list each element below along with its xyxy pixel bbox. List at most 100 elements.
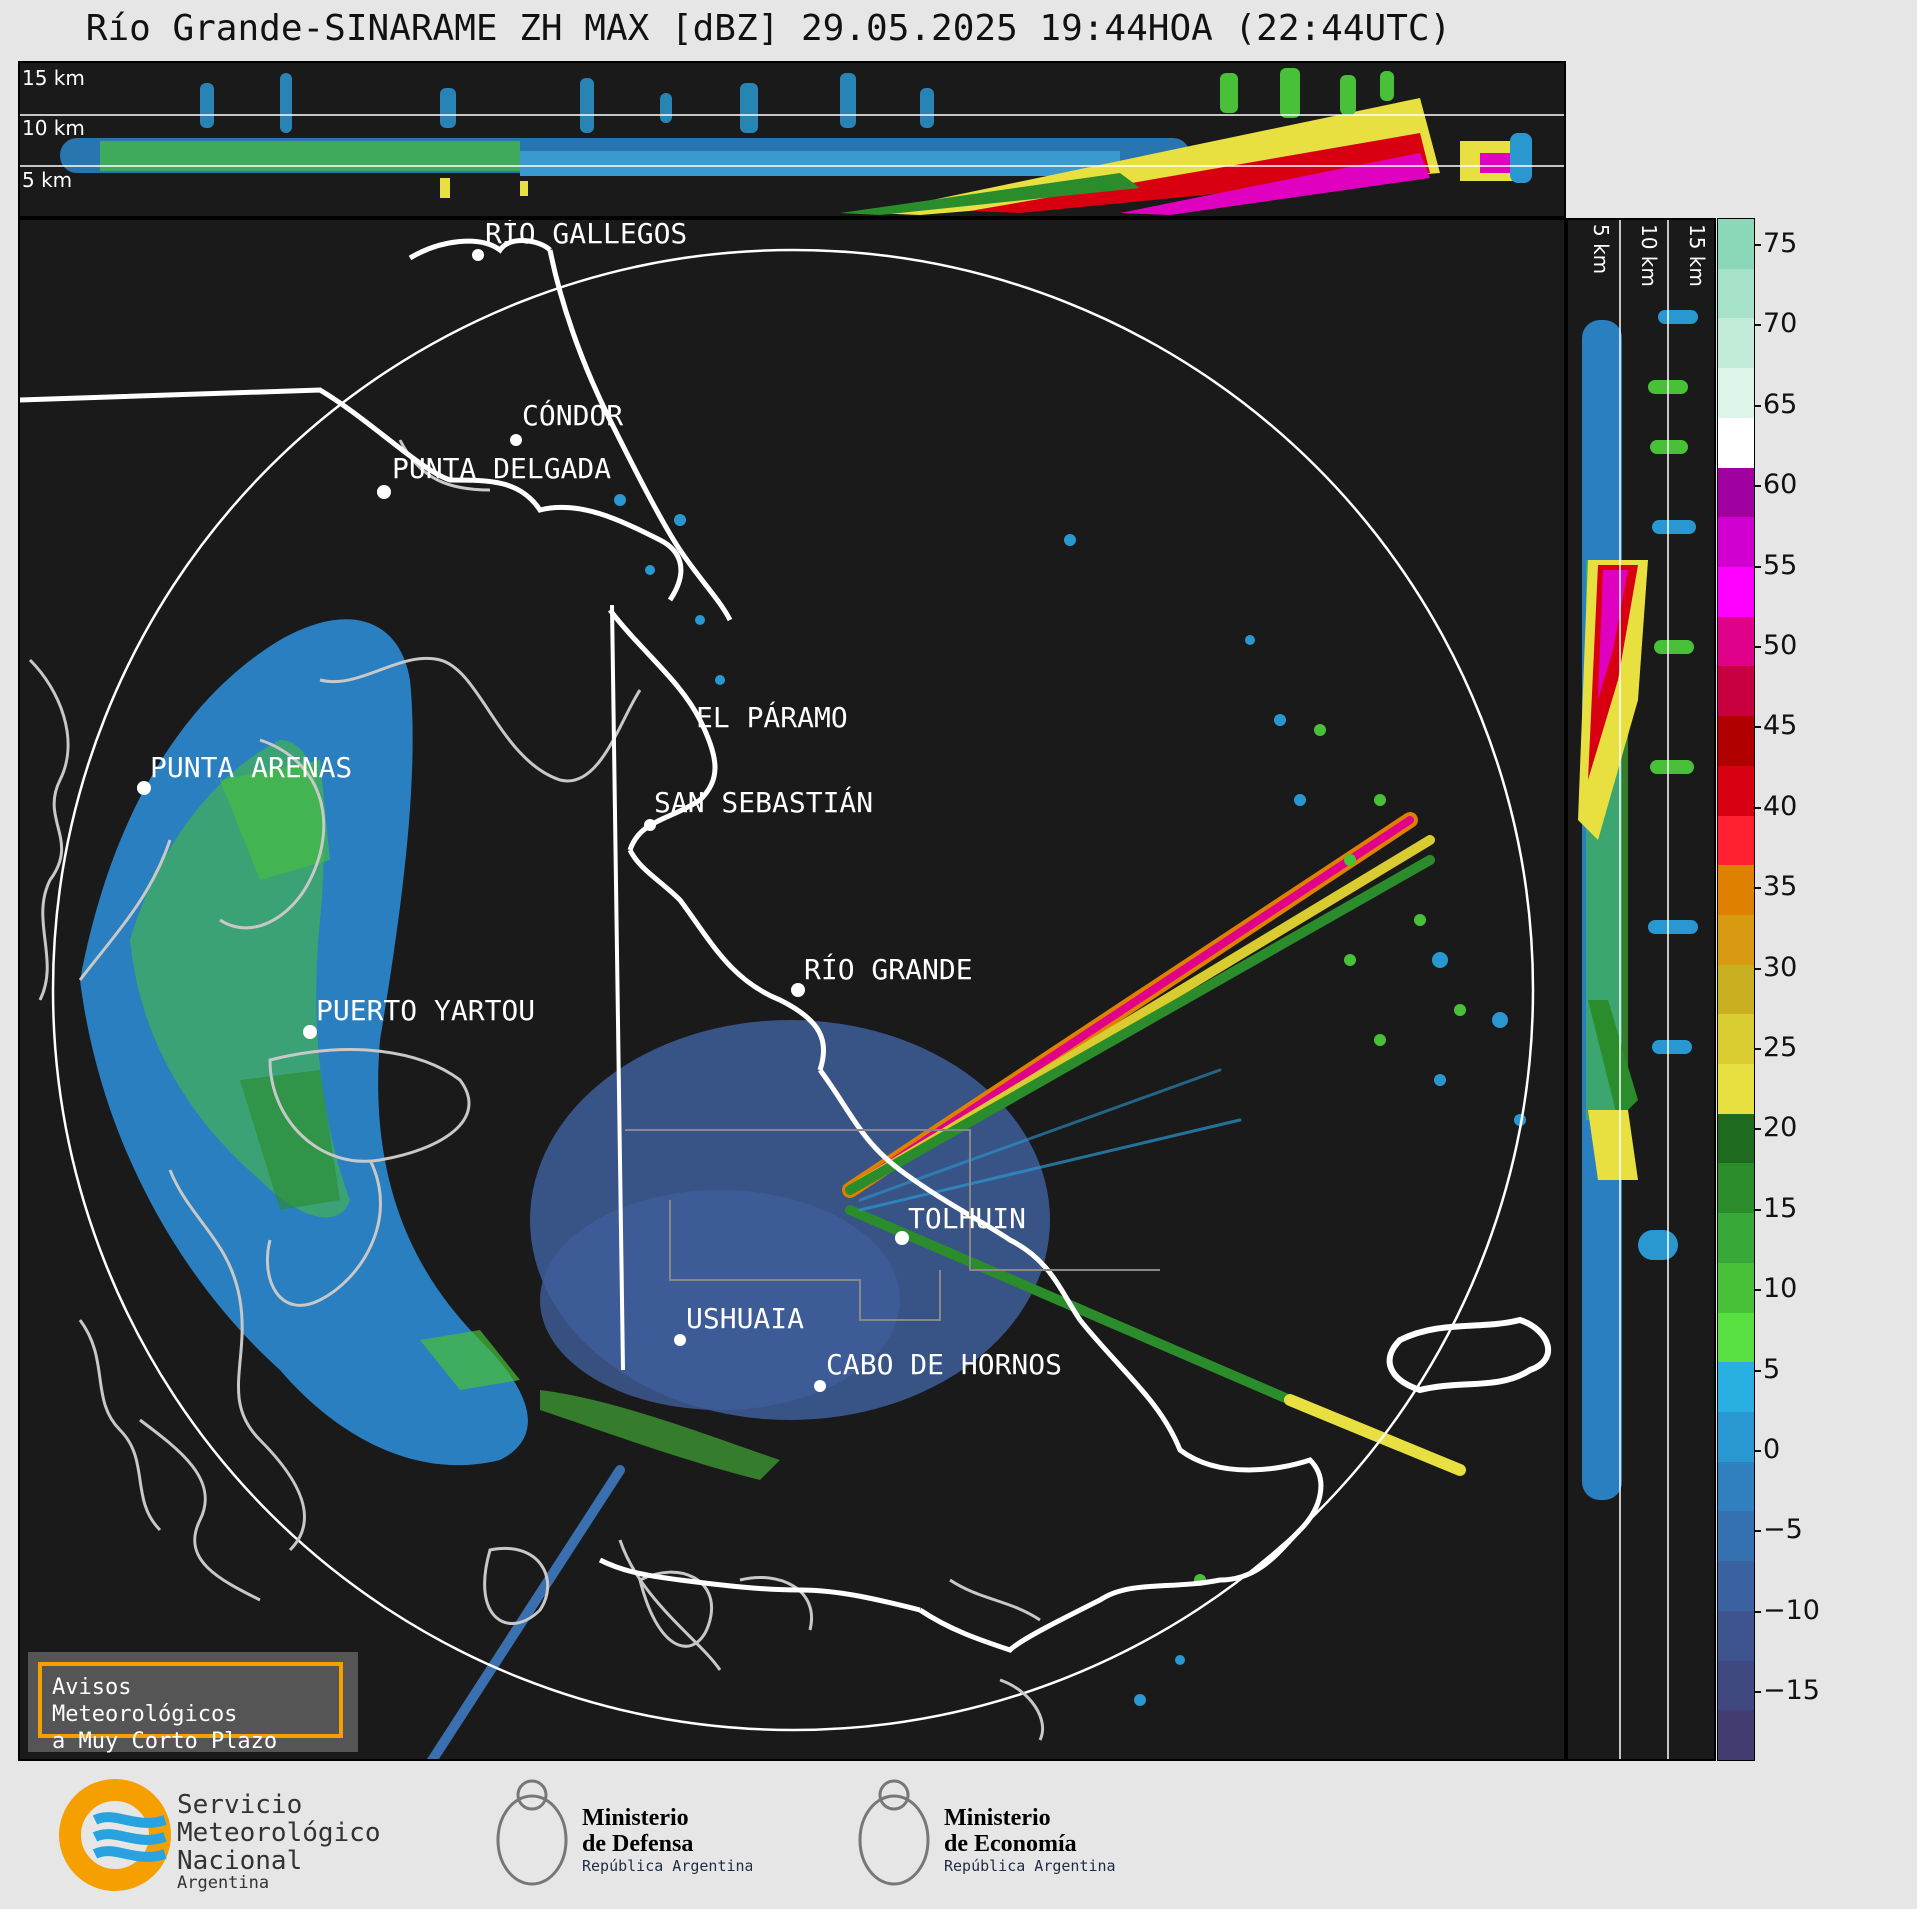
defensa-line-1: Ministerio [582,1805,689,1831]
colorbar-segment [1718,1113,1754,1164]
colorbar-segment [1718,566,1754,618]
colorbar-segment [1718,1511,1754,1562]
coat-of-arms-icon [496,1794,568,1886]
colorbar-tick-label: 25 [1763,1032,1798,1063]
label-condor: CÓNDOR [522,398,623,432]
colorbar-tick-label: 5 [1763,1353,1781,1385]
alt-label-5km: 5 km [22,168,72,192]
colorbar-tick [1755,1048,1761,1050]
radar-map-svg: RÍO GALLEGOS CÓNDOR PUNTA DELGADA EL PÁR… [19,216,1552,1909]
colorbar-tick [1755,485,1761,488]
economia-line-2: de Economía [944,1831,1077,1857]
colorbar-segment [1718,1660,1754,1711]
colorbar-tick [1755,967,1761,970]
alert-line-1: Avisos Meteorológicos [52,1675,238,1727]
colorbar-tick-label: 55 [1763,549,1798,581]
colorbar-segment [1718,219,1754,270]
colorbar-segment [1718,1213,1754,1264]
colorbar-tick-label: 75 [1763,228,1798,259]
colorbar-tick-label: −15 [1763,1675,1820,1707]
colorbar-tick [1755,726,1761,729]
label-puerto-yartou: PUERTO YARTOU [316,994,535,1027]
colorbar-segment [1718,1461,1754,1512]
label-rio-grande: RÍO GRANDE [804,952,973,986]
smn-logo: Servicio Meteorológico Nacional Argentin… [55,1775,395,1895]
label-san-sebastian: SAN SEBASTIÁN [654,785,873,819]
colorbar-tick [1755,1128,1761,1131]
colorbar-tick-label: 0 [1763,1434,1781,1465]
top-height-profile: 15 km 10 km 5 km [18,61,1566,218]
defensa-line-3: República Argentina [582,1857,752,1875]
label-ushuaia: USHUAIA [686,1302,804,1335]
economia-line-3: República Argentina [944,1857,1116,1875]
colorbar-segment [1718,914,1754,966]
east-islands [1386,1316,1552,1394]
colorbar-segment [1718,1312,1754,1363]
side-profile-svg: 5 km 10 km 15 km [1578,220,1709,1759]
radar-map: RÍO GALLEGOS CÓNDOR PUNTA DELGADA EL PÁR… [18,216,1566,1909]
colorbar-segment [1718,1710,1754,1761]
colorbar-tick-label: 40 [1763,790,1798,822]
colorbar-tick-label: 10 [1763,1273,1798,1305]
scattered-echoes [614,494,1526,1706]
colorbar-segment [1718,1610,1754,1662]
colorbar-tick [1755,887,1761,890]
colorbar-tick-label: 70 [1763,308,1798,340]
colorbar-tick [1755,1691,1761,1694]
label-cabo-de-hornos: CABO DE HORNOS [826,1348,1062,1381]
colorbar-tick-label: 45 [1763,710,1798,742]
colorbar-segment [1718,1412,1754,1463]
colorbar-segment [1718,1362,1754,1413]
colorbar-tick [1755,244,1761,246]
colorbar-segment [1718,268,1754,319]
colorbar-segment [1718,417,1754,469]
label-el-paramo: EL PÁRAMO [696,700,848,734]
colorbar-segment [1718,716,1754,767]
colorbar-segment [1718,865,1754,916]
economia-line-1: Ministerio [944,1805,1051,1831]
main-coastline [19,238,1324,1653]
smn-line-3: Nacional [177,1846,302,1876]
colorbar-segment [1718,1163,1754,1214]
colorbar-tick-label: −10 [1763,1594,1820,1626]
colorbar-segment [1718,666,1754,717]
colorbar-tick [1755,1610,1761,1613]
label-rio-gallegos: RÍO GALLEGOS [485,220,687,250]
colorbar-tick-label: 20 [1763,1112,1798,1144]
defensa-logo: Ministerio de Defensa República Argentin… [492,1775,754,1895]
label-punta-arenas: PUNTA ARENAS [150,751,352,784]
colorbar-tick-label: 65 [1763,388,1798,420]
label-tolhuin: TOLHUIN [908,1202,1026,1235]
colorbar-tick [1755,646,1761,648]
alt-label-10km: 10 km [22,116,85,140]
colorbar-tick [1755,1289,1761,1292]
colorbar-tick-label: 15 [1763,1192,1798,1224]
colorbar-tick [1755,1369,1761,1372]
colorbar-tick-label: −5 [1763,1514,1803,1546]
defensa-line-2: de Defensa [582,1831,693,1857]
colorbar-segment [1718,964,1754,1015]
smn-line-1: Servicio [177,1790,302,1820]
colorbar-segment [1718,616,1754,667]
colorbar [1717,218,1755,1761]
precipitation-central [530,1020,1050,1480]
colorbar-tick [1755,1450,1761,1452]
colorbar-segment [1718,765,1754,816]
side-height-profile: 5 km 10 km 15 km [1566,218,1716,1761]
colorbar-segment [1718,517,1754,568]
colorbar-segment [1718,1064,1754,1115]
label-punta-delgada: PUNTA DELGADA [392,452,611,485]
colorbar-tick [1755,324,1761,327]
colorbar-tick [1755,1208,1761,1211]
colorbar-segment [1718,815,1754,866]
economia-logo: Ministerio de Economía República Argenti… [854,1775,1134,1895]
range-ring [51,248,1535,1732]
alert-text-frame: Avisos Meteorológicos a Muy Corto Plazo [38,1662,343,1754]
colorbar-segment [1718,467,1754,518]
colorbar-tick [1755,565,1761,568]
smn-line-2: Meteorológico [177,1818,381,1848]
top-profile-svg: 15 km 10 km 5 km [20,66,1564,215]
precipitation-west [80,619,528,1466]
colorbar-tick [1755,404,1761,407]
colorbar-tick-label: 60 [1763,469,1798,501]
